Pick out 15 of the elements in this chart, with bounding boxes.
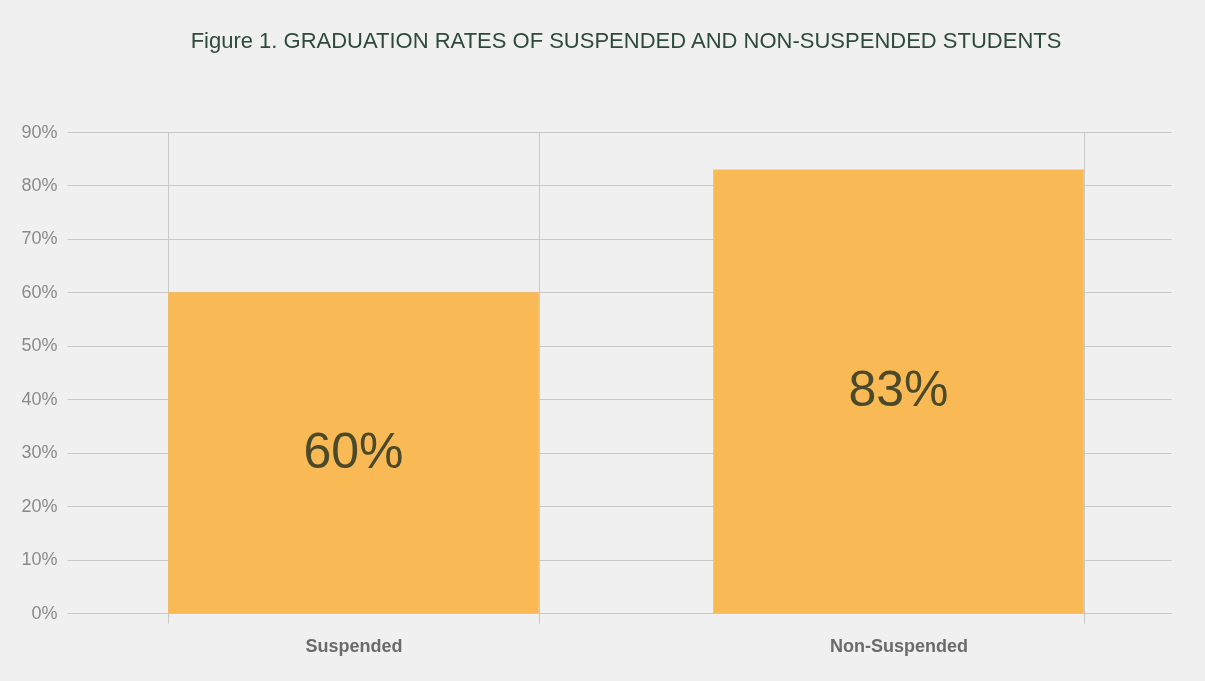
y-tick-label: 10% [21, 549, 58, 570]
y-tick-label: 0% [31, 602, 58, 623]
data-label: 60% [303, 422, 404, 479]
x-tick-label: Non-Suspended [830, 635, 968, 656]
y-tick-label: 30% [21, 442, 58, 463]
y-tick-label: 90% [21, 121, 58, 142]
data-label: 83% [848, 361, 949, 418]
chart-title: Figure 1. GRADUATION RATES OF SUSPENDED AND NON-SUSPENDED STUDENTS [190, 28, 1062, 53]
y-tick-label: 60% [21, 281, 58, 302]
y-tick-label: 40% [21, 388, 58, 409]
y-tick-label: 70% [21, 228, 58, 249]
y-tick-label: 80% [21, 174, 58, 195]
y-tick-label: 50% [21, 335, 58, 356]
x-tick-label: Suspended [305, 635, 403, 656]
y-tick-label: 20% [21, 495, 58, 516]
